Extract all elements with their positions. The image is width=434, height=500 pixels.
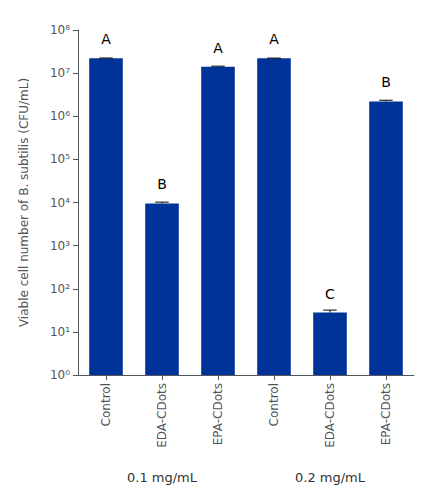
svg-text:A: A [269, 31, 279, 47]
svg-text:10²: 10² [50, 282, 70, 296]
svg-text:10⁴: 10⁴ [50, 196, 70, 210]
svg-text:Control: Control [267, 383, 281, 426]
svg-text:0.1 mg/mL: 0.1 mg/mL [127, 470, 198, 485]
svg-text:10⁰: 10⁰ [50, 368, 70, 382]
svg-text:B: B [157, 176, 167, 192]
svg-text:Viable cell number of B. subti: Viable cell number of B. subtilis (CFU/m… [17, 78, 31, 327]
svg-text:0.2 mg/mL: 0.2 mg/mL [295, 470, 366, 485]
svg-text:A: A [101, 31, 111, 47]
svg-text:EPA-CDots: EPA-CDots [211, 383, 225, 445]
svg-text:EPA-CDots: EPA-CDots [379, 383, 393, 445]
svg-text:EDA-CDots: EDA-CDots [155, 383, 169, 448]
svg-text:10⁸: 10⁸ [50, 23, 70, 37]
svg-text:EDA-CDots: EDA-CDots [323, 383, 337, 448]
svg-text:10⁶: 10⁶ [50, 109, 70, 123]
svg-text:10⁵: 10⁵ [50, 152, 70, 166]
svg-text:C: C [325, 286, 335, 302]
svg-text:A: A [213, 40, 223, 56]
svg-text:10¹: 10¹ [50, 325, 70, 339]
svg-text:10⁷: 10⁷ [50, 66, 70, 80]
svg-text:B: B [381, 74, 391, 90]
svg-text:10³: 10³ [50, 239, 70, 253]
svg-text:Control: Control [99, 383, 113, 426]
